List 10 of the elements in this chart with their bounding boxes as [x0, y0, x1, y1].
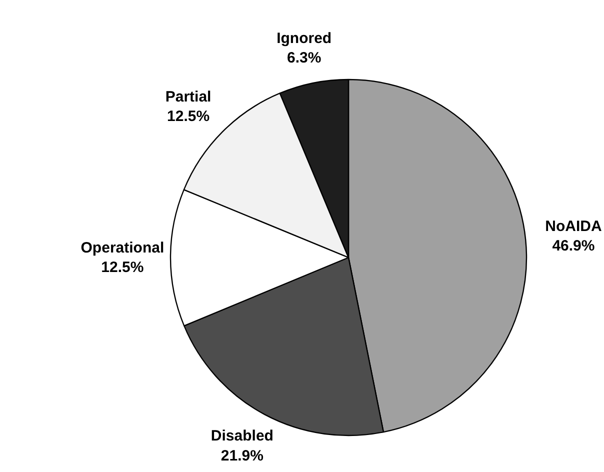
data-label: 46.9% — [552, 238, 595, 255]
slice-label: Partial — [165, 88, 212, 106]
data-label: 21.9% — [220, 447, 264, 464]
slice-label: Ignored — [276, 30, 332, 47]
slice-label: NoAIDA — [545, 218, 602, 236]
slice-label: Disabled — [210, 428, 274, 445]
data-label: 6.3% — [287, 49, 322, 66]
data-label: 12.5% — [101, 259, 144, 276]
data-label: 12.5% — [167, 108, 210, 126]
slice-label: Operational — [80, 240, 164, 257]
